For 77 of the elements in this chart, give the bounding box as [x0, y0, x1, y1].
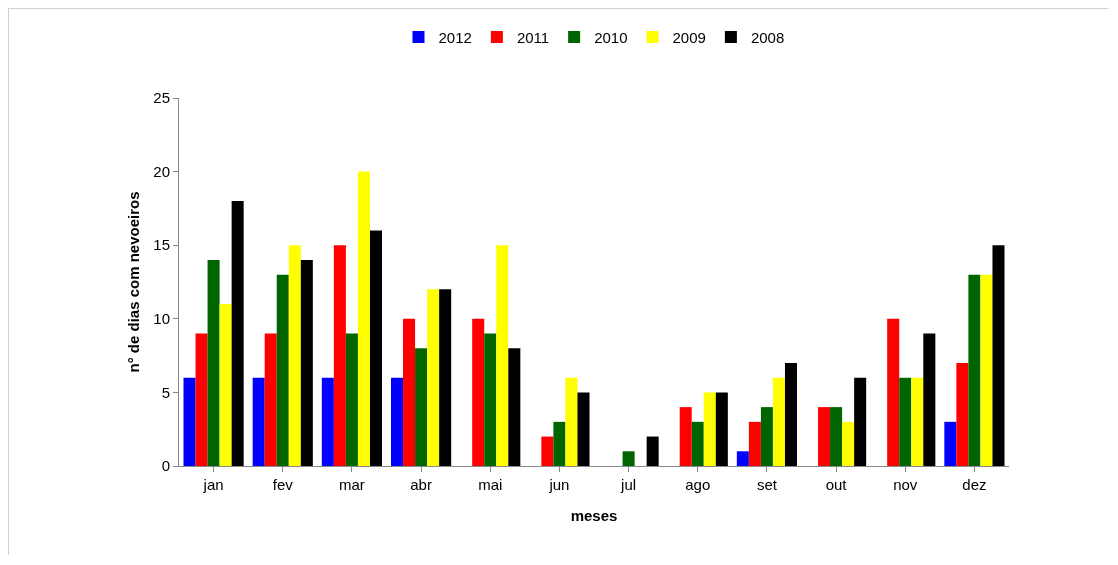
y-tick-label: 0 [161, 457, 170, 475]
x-tick-label: jan [202, 476, 224, 493]
bar [577, 392, 590, 466]
bar [622, 451, 635, 466]
bar [565, 377, 578, 466]
bar [195, 333, 208, 466]
bar [968, 274, 981, 466]
bar [472, 318, 485, 466]
bar [748, 421, 761, 466]
legend-label: 2012 [438, 28, 472, 46]
bar [553, 421, 566, 466]
bar [300, 259, 313, 466]
y-tick-label: 5 [161, 383, 170, 401]
x-tick-label: jun [548, 476, 570, 493]
bar [508, 348, 521, 466]
y-tick-label: 15 [153, 236, 170, 254]
x-tick-label: set [756, 476, 778, 493]
bar [357, 171, 370, 466]
bar [333, 245, 346, 466]
bar [911, 377, 924, 466]
bar [842, 421, 855, 466]
bar [231, 201, 244, 466]
bar [207, 259, 220, 466]
x-axis-title: meses [570, 507, 618, 524]
bar [830, 407, 843, 466]
legend-label: 2011 [516, 28, 550, 46]
bar [415, 348, 428, 466]
bar [276, 274, 289, 466]
bar [321, 377, 334, 466]
bar [784, 362, 797, 466]
x-tick-label: ago [685, 476, 711, 493]
bar [992, 245, 1005, 466]
bar [183, 377, 196, 466]
bar [956, 362, 969, 466]
bar [391, 377, 404, 466]
bar [980, 274, 993, 466]
legend-label: 2008 [750, 28, 785, 46]
x-tick-label: nov [893, 476, 918, 493]
bar [854, 377, 867, 466]
bar [252, 377, 265, 466]
bar [679, 407, 692, 466]
bar [369, 230, 382, 466]
bar [691, 421, 704, 466]
bar [439, 289, 452, 466]
x-tick-label: out [825, 476, 848, 493]
bar [715, 392, 728, 466]
bar [772, 377, 785, 466]
bar [403, 318, 416, 466]
bar [427, 289, 440, 466]
y-tick-label: 25 [153, 89, 170, 107]
y-tick-label: 20 [153, 162, 170, 180]
x-tick-label: fev [272, 476, 294, 493]
bar [736, 451, 749, 466]
bar [264, 333, 277, 466]
bar [818, 407, 831, 466]
bar [760, 407, 773, 466]
x-tick-label: dez [962, 476, 987, 493]
bar [646, 436, 659, 466]
bar [703, 392, 716, 466]
x-tick-label: mai [478, 476, 503, 493]
bar [899, 377, 912, 466]
legend-label: 2010 [594, 28, 628, 46]
bar [219, 304, 232, 466]
bar [484, 333, 497, 466]
bar [288, 245, 301, 466]
bar [923, 333, 936, 466]
bar [944, 421, 957, 466]
bar [541, 436, 554, 466]
x-tick-label: jul [620, 476, 637, 493]
legend-label: 2009 [672, 28, 706, 46]
bar [496, 245, 509, 466]
bar [345, 333, 358, 466]
x-tick-label: abr [410, 476, 432, 493]
x-tick-label: mar [339, 476, 365, 493]
y-tick-label: 10 [153, 310, 170, 328]
bar [887, 318, 900, 466]
y-axis-title: n° de dias com nevoeiros [125, 191, 142, 373]
